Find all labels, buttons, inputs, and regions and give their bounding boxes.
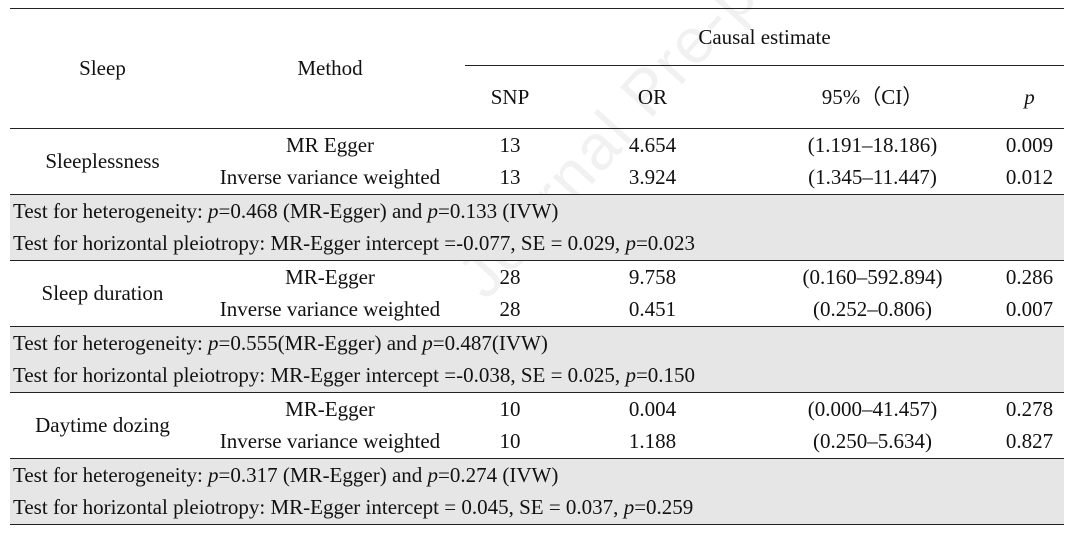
cell-method: MR Egger — [285, 132, 375, 157]
cell-p: 0.286 — [1005, 264, 1054, 289]
header-or: OR — [555, 65, 750, 129]
cell-ci: (0.252–0.806) — [813, 297, 932, 322]
cell-snp: 28 — [499, 297, 521, 322]
heterogeneity-row: Test for heterogeneity: p=0.317 (MR-Egge… — [10, 458, 1065, 492]
cell-method: Inverse variance weighted — [219, 165, 441, 190]
cell-or: 3.924 — [628, 165, 677, 190]
cell-ci: (1.345–11.447) — [808, 165, 937, 190]
header-p: p — [995, 65, 1065, 129]
header-ci: 95%（CI） — [750, 65, 995, 129]
cell-or: 4.654 — [628, 132, 677, 157]
cell-method: Inverse variance weighted — [219, 429, 441, 454]
heterogeneity-row: Test for heterogeneity: p=0.468 (MR-Egge… — [10, 194, 1065, 228]
cell-ci: (0.160–592.894) — [802, 264, 943, 289]
header-causal-estimate: Causal estimate — [465, 8, 1065, 66]
cell-or: 0.451 — [628, 297, 677, 322]
cell-p: 0.278 — [1005, 396, 1054, 421]
header-snp: SNP — [465, 65, 555, 129]
cell-method: Inverse variance weighted — [219, 297, 441, 322]
cell-p: 0.827 — [1005, 429, 1054, 454]
results-table: Sleep Method Causal estimate SNP OR 95%（… — [10, 8, 1065, 525]
group-name: Sleep duration — [41, 281, 164, 305]
cell-or: 9.758 — [628, 264, 677, 289]
cell-snp: 10 — [499, 429, 521, 454]
heterogeneity-note: Test for heterogeneity: p=0.317 (MR-Egge… — [10, 458, 1065, 492]
table-row: Inverse variance weighted 13 3.924 (1.345–1… — [10, 162, 1064, 195]
cell-or: 1.188 — [628, 429, 677, 454]
table-row: Sleeplessness MR Egger 13 4.654 (1.191–18.18… — [10, 129, 1064, 171]
cell-snp: 13 — [499, 165, 521, 190]
group-name: Sleeplessness — [45, 149, 160, 173]
pleiotropy-row: Test for horizontal pleiotropy: MR-Egger… — [10, 359, 1065, 393]
cell-ci: (0.250–5.634) — [813, 429, 932, 454]
pleiotropy-row: Test for horizontal pleiotropy: MR-Egger… — [10, 491, 1065, 525]
cell-method: MR-Egger — [285, 396, 375, 421]
heterogeneity-row: Test for heterogeneity: p=0.555(MR-Egger… — [10, 326, 1065, 360]
cell-snp: 10 — [499, 396, 521, 421]
heterogeneity-note: Test for heterogeneity: p=0.468 (MR-Egge… — [10, 194, 1065, 228]
pleiotropy-note: Test for horizontal pleiotropy: MR-Egger… — [10, 491, 1065, 525]
header-sleep: Sleep — [10, 8, 195, 129]
pleiotropy-note: Test for horizontal pleiotropy: MR-Egger… — [10, 227, 1065, 261]
table-row: Inverse variance weighted 28 0.451 (0.252–0… — [10, 294, 1064, 327]
header-row-top: Sleep Method Causal estimate — [10, 8, 1065, 129]
pleiotropy-row: Test for horizontal pleiotropy: MR-Egger… — [10, 227, 1065, 261]
heterogeneity-note: Test for heterogeneity: p=0.555(MR-Egger… — [10, 326, 1065, 360]
table-row: Sleep duration MR-Egger 28 9.758 (0.160–592.… — [10, 261, 1064, 303]
header-row-sub: SNP OR 95%（CI） p — [10, 65, 1065, 129]
group-name: Daytime dozing — [35, 413, 170, 437]
cell-or: 0.004 — [628, 396, 677, 421]
cell-ci: (0.000–41.457) — [807, 396, 938, 421]
table-row: Inverse variance weighted 10 1.188 (0.250–5… — [10, 426, 1064, 459]
cell-method: MR-Egger — [285, 264, 375, 289]
cell-p: 0.009 — [1005, 132, 1054, 157]
table-row: Daytime dozing MR-Egger 10 0.004 (0.000–41.4… — [10, 393, 1064, 435]
pleiotropy-note: Test for horizontal pleiotropy: MR-Egger… — [10, 359, 1065, 393]
cell-ci: (1.191–18.186) — [807, 132, 938, 157]
cell-p: 0.012 — [1005, 165, 1054, 190]
cell-snp: 28 — [499, 264, 521, 289]
cell-snp: 13 — [499, 132, 521, 157]
header-method: Method — [195, 8, 465, 129]
cell-p: 0.007 — [1005, 297, 1054, 322]
